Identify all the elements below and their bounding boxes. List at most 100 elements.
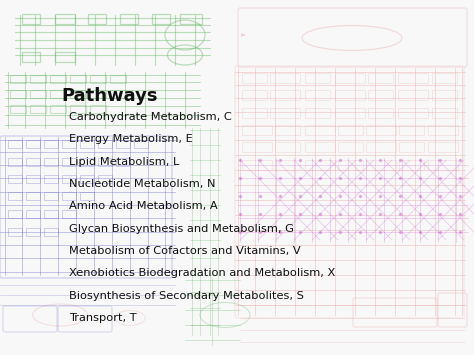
Bar (8, 210, 22, 218)
Bar (80, 175, 94, 183)
Bar (110, 75, 126, 83)
Text: Transport, T: Transport, T (69, 313, 137, 323)
Bar (26, 140, 40, 148)
Text: Carbohydrate Metabolism, C: Carbohydrate Metabolism, C (69, 112, 231, 122)
Bar (8, 175, 22, 183)
Bar (270, 90, 300, 100)
Bar (10, 75, 26, 83)
Bar (368, 108, 393, 118)
Bar (398, 73, 428, 83)
Bar (22, 14, 40, 24)
Bar (428, 125, 458, 135)
Bar (26, 192, 40, 200)
Bar (275, 142, 300, 152)
Text: Xenobiotics Biodegradation and Metabolism, X: Xenobiotics Biodegradation and Metabolis… (69, 268, 335, 278)
Bar (242, 125, 272, 135)
Bar (305, 90, 330, 100)
Bar (399, 160, 424, 170)
Text: Nucleotide Metabolism, N: Nucleotide Metabolism, N (69, 179, 215, 189)
Bar (44, 140, 58, 148)
Bar (26, 158, 40, 166)
Bar (270, 108, 300, 118)
Text: Lipid Metabolism, L: Lipid Metabolism, L (69, 157, 179, 166)
Bar (90, 75, 106, 83)
Bar (366, 142, 396, 152)
Bar (44, 175, 58, 183)
Bar (366, 125, 396, 135)
Bar (98, 158, 112, 166)
Bar (62, 192, 76, 200)
Bar (44, 158, 58, 166)
Bar (242, 160, 272, 170)
Bar (8, 228, 22, 236)
Bar (275, 160, 300, 170)
Text: Biosynthesis of Secondary Metabolites, S: Biosynthesis of Secondary Metabolites, S (69, 291, 304, 301)
Bar (26, 210, 40, 218)
Text: Glycan Biosynthesis and Metabolism, G: Glycan Biosynthesis and Metabolism, G (69, 224, 293, 234)
Text: Pathways: Pathways (62, 87, 158, 105)
Bar (8, 140, 22, 148)
Bar (44, 210, 58, 218)
Bar (62, 158, 76, 166)
Bar (305, 142, 335, 152)
Bar (305, 125, 335, 135)
Bar (242, 90, 267, 100)
Bar (305, 73, 330, 83)
Bar (335, 108, 365, 118)
Bar (270, 73, 300, 83)
Bar (152, 14, 170, 24)
Bar (180, 14, 202, 24)
Bar (432, 108, 457, 118)
Bar (368, 90, 393, 100)
Bar (242, 108, 267, 118)
Bar (26, 228, 40, 236)
Bar (305, 108, 330, 118)
Bar (398, 108, 428, 118)
Bar (50, 105, 66, 113)
Bar (88, 14, 106, 24)
Bar (10, 105, 26, 113)
Bar (8, 158, 22, 166)
Bar (116, 158, 130, 166)
Bar (30, 75, 46, 83)
Bar (338, 160, 363, 170)
Bar (398, 90, 428, 100)
Bar (366, 160, 396, 170)
Bar (110, 90, 126, 98)
Bar (368, 73, 393, 83)
Bar (70, 105, 86, 113)
Bar (44, 228, 58, 236)
Bar (98, 175, 112, 183)
Bar (432, 73, 457, 83)
Bar (80, 158, 94, 166)
Bar (275, 125, 300, 135)
Text: Metabolism of Cofactors and Vitamins, V: Metabolism of Cofactors and Vitamins, V (69, 246, 301, 256)
Bar (305, 160, 335, 170)
Bar (62, 210, 76, 218)
Bar (116, 140, 130, 148)
Bar (44, 192, 58, 200)
Bar (338, 142, 363, 152)
Bar (432, 90, 457, 100)
Bar (338, 125, 363, 135)
Bar (90, 105, 106, 113)
Bar (30, 105, 46, 113)
Bar (428, 160, 458, 170)
Bar (62, 175, 76, 183)
Bar (242, 73, 267, 83)
Bar (335, 73, 365, 83)
Bar (134, 140, 148, 148)
Bar (8, 192, 22, 200)
Bar (55, 14, 75, 24)
Bar (98, 140, 112, 148)
Bar (90, 90, 106, 98)
Bar (62, 140, 76, 148)
Bar (70, 90, 86, 98)
Bar (10, 90, 26, 98)
Bar (80, 140, 94, 148)
Bar (30, 90, 46, 98)
Bar (80, 192, 94, 200)
Bar (335, 90, 365, 100)
Bar (26, 175, 40, 183)
Bar (242, 142, 272, 152)
